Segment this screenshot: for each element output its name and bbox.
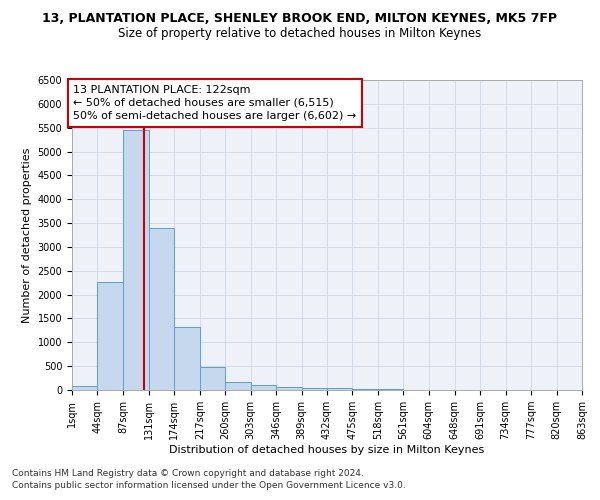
Text: Contains public sector information licensed under the Open Government Licence v3: Contains public sector information licen… [12, 481, 406, 490]
Bar [352, 388, 378, 390]
Bar [200, 367, 225, 390]
Text: Size of property relative to detached houses in Milton Keynes: Size of property relative to detached ho… [118, 28, 482, 40]
X-axis label: Distribution of detached houses by size in Milton Keynes: Distribution of detached houses by size … [169, 445, 485, 455]
Y-axis label: Number of detached properties: Number of detached properties [22, 148, 32, 322]
Bar [276, 388, 302, 390]
Bar [175, 327, 200, 390]
Bar [251, 386, 276, 390]
Bar [302, 388, 327, 390]
Text: 13, PLANTATION PLACE, SHENLEY BROOK END, MILTON KEYNES, MK5 7FP: 13, PLANTATION PLACE, SHENLEY BROOK END,… [43, 12, 557, 26]
Bar [123, 130, 149, 390]
Bar [378, 389, 403, 390]
Bar [97, 282, 123, 390]
Bar [72, 386, 97, 390]
Bar [327, 388, 352, 390]
Text: 13 PLANTATION PLACE: 122sqm
← 50% of detached houses are smaller (6,515)
50% of : 13 PLANTATION PLACE: 122sqm ← 50% of det… [73, 85, 356, 121]
Text: Contains HM Land Registry data © Crown copyright and database right 2024.: Contains HM Land Registry data © Crown c… [12, 468, 364, 477]
Bar [225, 382, 251, 390]
Bar [149, 228, 175, 390]
